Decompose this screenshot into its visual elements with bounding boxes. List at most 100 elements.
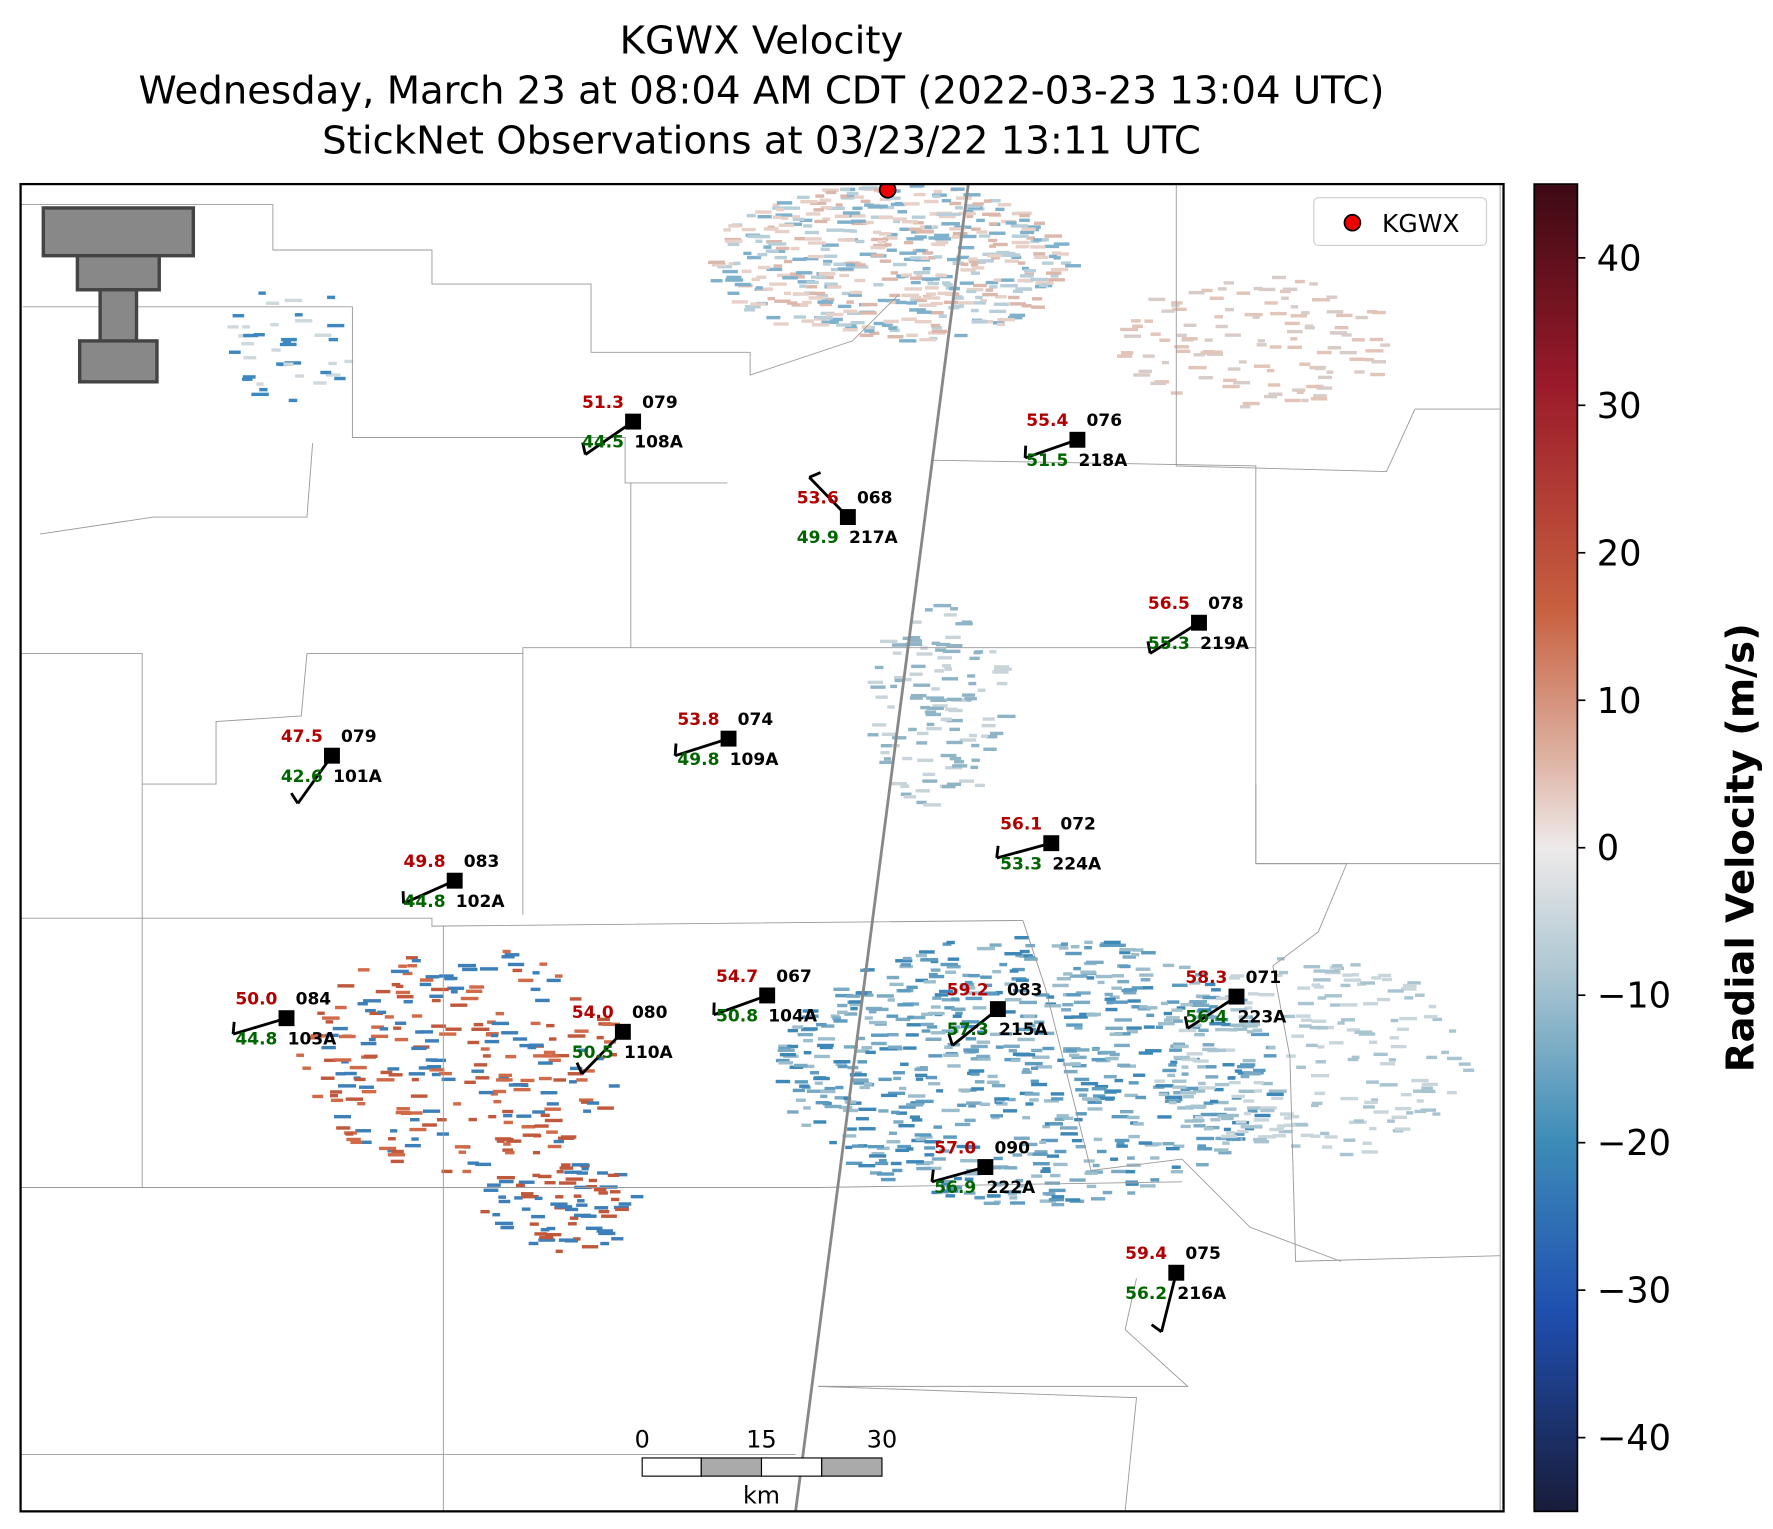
echo: [1447, 1057, 1462, 1060]
echo: [725, 240, 742, 243]
dewpoint: 50.5: [572, 1043, 614, 1063]
echo: [1283, 288, 1297, 291]
echo: [801, 1027, 817, 1030]
echo: [837, 1004, 847, 1007]
echo: [1169, 1101, 1177, 1104]
echo: [887, 1140, 901, 1143]
echo: [1417, 1099, 1424, 1102]
echo: [865, 1051, 875, 1054]
echo: [921, 1023, 934, 1026]
echo: [996, 251, 1009, 254]
echo: [975, 1080, 985, 1083]
echo: [450, 1003, 467, 1006]
echo: [497, 1139, 505, 1142]
echo: [711, 279, 723, 282]
echo: [1180, 1003, 1193, 1006]
echo: [1258, 339, 1265, 342]
echo: [1010, 314, 1026, 317]
echo: [811, 275, 827, 278]
echo: [813, 1120, 826, 1123]
echo: [1124, 335, 1141, 338]
echo: [377, 1078, 395, 1081]
echo: [541, 1091, 558, 1094]
echo: [1237, 1130, 1249, 1133]
title: KGWX Velocity: [620, 18, 904, 63]
echo: [1025, 1062, 1043, 1065]
echo: [809, 292, 825, 295]
echo: [1183, 1095, 1194, 1098]
echo: [887, 249, 897, 252]
echo: [985, 288, 993, 291]
echo: [816, 1101, 830, 1104]
echo: [892, 643, 907, 646]
echo: [1369, 1127, 1376, 1130]
echo: [968, 257, 978, 260]
echo: [1312, 983, 1321, 986]
echo: [1065, 1198, 1080, 1201]
echo: [421, 1030, 433, 1033]
echo: [1330, 1003, 1340, 1006]
echo: [743, 252, 751, 255]
echo: [1117, 1064, 1130, 1067]
echo: [1008, 296, 1019, 299]
colorbar-tick-label: 10: [1597, 681, 1642, 722]
echo: [1055, 1118, 1065, 1121]
echo: [964, 697, 976, 700]
echo: [1253, 1029, 1263, 1032]
echo: [501, 1031, 518, 1034]
echo: [377, 1011, 386, 1014]
colorbar-tick-label: −30: [1597, 1271, 1671, 1312]
echo: [999, 963, 1007, 966]
echo: [755, 210, 771, 213]
temperature: 54.7: [716, 967, 758, 987]
echo: [314, 334, 331, 337]
echo: [945, 971, 956, 974]
echo: [1332, 964, 1343, 967]
echo: [859, 1127, 876, 1130]
echo: [1111, 986, 1122, 989]
echo: [411, 1137, 418, 1140]
echo: [1337, 1021, 1344, 1024]
echo: [1260, 1109, 1274, 1112]
echo: [837, 1011, 848, 1014]
echo: [1162, 361, 1169, 364]
echo: [1132, 325, 1143, 328]
echo: [1296, 1066, 1306, 1069]
echo: [906, 986, 917, 989]
echo: [974, 651, 981, 654]
echo: [882, 733, 896, 736]
echo: [984, 1202, 1000, 1205]
echo: [780, 1053, 796, 1056]
echo: [931, 1031, 946, 1034]
echo: [1317, 351, 1332, 354]
echo: [1231, 1095, 1245, 1098]
echo: [492, 1213, 500, 1216]
echo: [1049, 1122, 1062, 1125]
echo: [568, 1034, 586, 1037]
echo: [1441, 1051, 1449, 1054]
echo: [333, 1058, 351, 1061]
colorbar: Radial Velocity (m/s) 403020100−10−20−30…: [1534, 184, 1763, 1511]
echo: [549, 1037, 556, 1040]
echo: [302, 1067, 311, 1070]
echo: [458, 964, 476, 967]
echo: [1253, 1069, 1266, 1072]
echo: [1186, 1087, 1198, 1090]
echo: [925, 1038, 941, 1041]
echo: [915, 320, 932, 323]
echo: [817, 300, 833, 303]
echo: [968, 974, 979, 977]
dewpoint: 42.6: [281, 767, 323, 787]
echo: [597, 1106, 614, 1109]
echo: [891, 1162, 902, 1165]
temperature: 50.0: [235, 990, 277, 1010]
echo: [838, 305, 851, 308]
echo: [1141, 978, 1151, 981]
echo: [976, 1055, 990, 1058]
echo: [516, 1114, 531, 1117]
echo: [838, 238, 855, 241]
echo: [989, 222, 998, 225]
echo: [569, 1080, 577, 1083]
echo: [1426, 1056, 1437, 1059]
colorbar-tick-label: 0: [1597, 828, 1619, 869]
